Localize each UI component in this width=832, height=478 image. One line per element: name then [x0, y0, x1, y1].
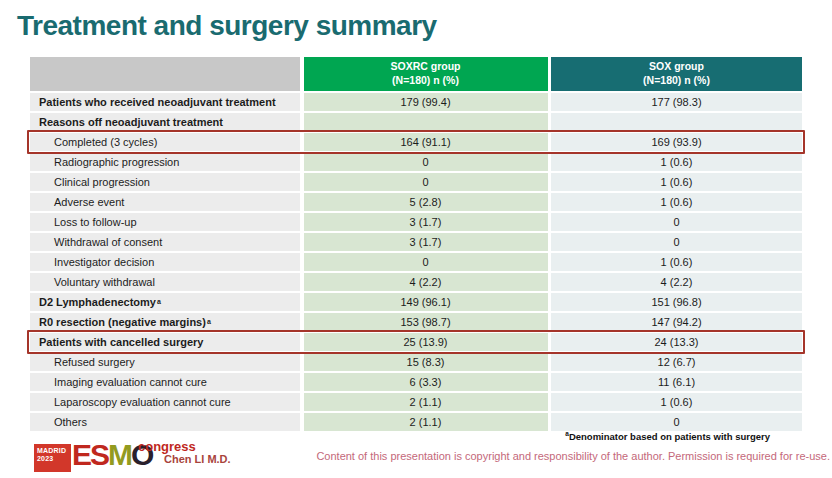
page-title: Treatment and surgery summary — [17, 10, 437, 42]
header-sox-line2: (N=180) n (%) — [643, 74, 710, 88]
table-row: Adverse event5 (2.8)1 (0.6) — [30, 193, 802, 211]
table-row: Patients with cancelled surgery25 (13.9)… — [30, 333, 802, 351]
soxrc-value: 153 (98.7) — [304, 313, 548, 331]
soxrc-value: 0 — [304, 253, 548, 271]
header-soxrc-group: SOXRC group (N=180) n (%) — [304, 57, 548, 91]
soxrc-value: 3 (1.7) — [304, 233, 548, 251]
row-label: Imaging evaluation cannot cure — [30, 373, 300, 391]
row-label: Voluntary withdrawal — [30, 273, 300, 291]
sox-value: 24 (13.3) — [551, 333, 802, 351]
soxrc-value: 2 (1.1) — [304, 413, 548, 431]
row-label: Adverse event — [30, 193, 300, 211]
esmo-letter-m: M — [108, 438, 131, 471]
soxrc-value: 25 (13.9) — [304, 333, 548, 351]
logo-city: MADRID — [37, 447, 71, 455]
sox-value: 0 — [551, 213, 802, 231]
table-row: Loss to follow-up3 (1.7)0 — [30, 213, 802, 231]
sox-value: 1 (0.6) — [551, 393, 802, 411]
soxrc-value: 179 (99.4) — [304, 93, 548, 111]
sox-value: 1 (0.6) — [551, 173, 802, 191]
table-row: Refused surgery15 (8.3)12 (6.7) — [30, 353, 802, 371]
sox-value: 177 (98.3) — [551, 93, 802, 111]
soxrc-value: 0 — [304, 153, 548, 171]
sox-value: 0 — [551, 413, 802, 431]
soxrc-value: 0 — [304, 173, 548, 191]
table-body: Patients who received neoadjuvant treatm… — [30, 93, 802, 431]
table-row: D2 Lymphadenectomya149 (96.1)151 (96.8) — [30, 293, 802, 311]
header-soxrc-line1: SOXRC group — [391, 60, 461, 74]
congress-label: congress — [138, 439, 196, 454]
presentation-slide: Treatment and surgery summary SOXRC grou… — [0, 0, 832, 478]
copyright-notice: Content of this presentation is copyrigh… — [316, 450, 830, 462]
row-label: Others — [30, 413, 300, 431]
table-row: Withdrawal of consent3 (1.7)0 — [30, 233, 802, 251]
table-row: Radiographic progression01 (0.6) — [30, 153, 802, 171]
row-label: Investigator decision — [30, 253, 300, 271]
row-label: R0 resection (negative margins)a — [30, 313, 300, 331]
sox-value: 147 (94.2) — [551, 313, 802, 331]
sox-value: 4 (2.2) — [551, 273, 802, 291]
table-row: Investigator decision01 (0.6) — [30, 253, 802, 271]
table-row: Reasons off neoadjuvant treatment — [30, 113, 802, 131]
row-label: Patients with cancelled surgery — [30, 333, 300, 351]
row-label: Laparoscopy evaluation cannot cure — [30, 393, 300, 411]
soxrc-value: 15 (8.3) — [304, 353, 548, 371]
author-credit: Chen LI M.D. — [164, 453, 231, 465]
table-footnote: aDenominator based on patients with surg… — [565, 431, 770, 442]
sox-value: 1 (0.6) — [551, 193, 802, 211]
sox-value: 151 (96.8) — [551, 293, 802, 311]
header-sox-group: SOX group (N=180) n (%) — [551, 57, 802, 91]
header-blank-cell — [30, 57, 300, 91]
sox-value — [551, 113, 802, 131]
row-label: Loss to follow-up — [30, 213, 300, 231]
soxrc-value: 164 (91.1) — [304, 133, 548, 151]
soxrc-value: 3 (1.7) — [304, 213, 548, 231]
table-row: Others2 (1.1)0 — [30, 413, 802, 431]
row-label: D2 Lymphadenectomya — [30, 293, 300, 311]
soxrc-value: 4 (2.2) — [304, 273, 548, 291]
sox-value: 1 (0.6) — [551, 253, 802, 271]
row-label: Clinical progression — [30, 173, 300, 191]
soxrc-value: 2 (1.1) — [304, 393, 548, 411]
row-label: Patients who received neoadjuvant treatm… — [30, 93, 300, 111]
sox-value: 11 (6.1) — [551, 373, 802, 391]
soxrc-value: 6 (3.3) — [304, 373, 548, 391]
madrid-2023-logo: MADRID 2023 — [34, 444, 71, 472]
row-label: Withdrawal of consent — [30, 233, 300, 251]
table-row: Laparoscopy evaluation cannot cure2 (1.1… — [30, 393, 802, 411]
footnote-text: Denominator based on patients with surge… — [569, 431, 770, 442]
sox-value: 0 — [551, 233, 802, 251]
soxrc-value — [304, 113, 548, 131]
row-label: Reasons off neoadjuvant treatment — [30, 113, 300, 131]
table-row: Clinical progression01 (0.6) — [30, 173, 802, 191]
treatment-surgery-table: SOXRC group (N=180) n (%) SOX group (N=1… — [30, 57, 802, 433]
table-row: Patients who received neoadjuvant treatm… — [30, 93, 802, 111]
soxrc-value: 149 (96.1) — [304, 293, 548, 311]
table-row: Voluntary withdrawal4 (2.2)4 (2.2) — [30, 273, 802, 291]
table-header-row: SOXRC group (N=180) n (%) SOX group (N=1… — [30, 57, 802, 91]
header-sox-line1: SOX group — [649, 60, 704, 74]
soxrc-value: 5 (2.8) — [304, 193, 548, 211]
header-soxrc-line2: (N=180) n (%) — [392, 74, 459, 88]
sox-value: 169 (93.9) — [551, 133, 802, 151]
row-label: Refused surgery — [30, 353, 300, 371]
esmo-letter-e: E — [72, 438, 90, 471]
sox-value: 12 (6.7) — [551, 353, 802, 371]
table-row: Completed (3 cycles)164 (91.1)169 (93.9) — [30, 133, 802, 151]
logo-year: 2023 — [37, 455, 71, 463]
sox-value: 1 (0.6) — [551, 153, 802, 171]
esmo-letter-s: S — [90, 438, 108, 471]
table-row: Imaging evaluation cannot cure6 (3.3)11 … — [30, 373, 802, 391]
table-row: R0 resection (negative margins)a153 (98.… — [30, 313, 802, 331]
row-label: Radiographic progression — [30, 153, 300, 171]
row-label: Completed (3 cycles) — [30, 133, 300, 151]
